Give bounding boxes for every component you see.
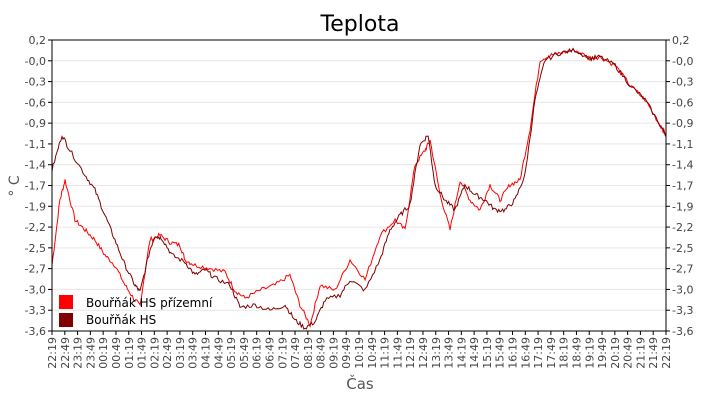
x-tick-label: 07:49 [289,337,302,369]
x-tick-label: 04:49 [212,337,225,369]
x-tick-label: 01:49 [136,337,149,369]
x-tick-label: 10:49 [366,337,379,369]
y-tick-label: -0,3 [25,76,46,89]
x-tick-label: 20:49 [622,337,635,369]
x-tick-label: 18:49 [570,337,583,369]
x-tick-label: 15:49 [494,337,507,369]
x-axis-label: Čas [346,374,374,393]
y-tick-label-right: -3,0 [672,283,693,296]
x-tick-label: 14:49 [468,337,481,369]
y-axis-label: ° C [7,175,23,196]
x-tick-label: 01:19 [123,337,136,369]
x-tick-label: 20:19 [609,337,622,369]
x-tick-label: 22:19 [660,337,673,369]
x-tick-label: 21:19 [634,337,647,369]
y-tick-label: -1,1 [25,138,46,151]
y-tick-label: -0,9 [25,117,46,130]
legend-label-series-1: Bouřňák HS přízemní [86,296,213,310]
legend-swatch-series-1 [59,295,73,309]
y-tick-label-right: -1,7 [672,180,693,193]
y-tick-label: -2,7 [25,263,46,276]
y-tick-label-right: -3,3 [672,304,693,317]
y-tick-label-right: -0,6 [672,96,693,109]
x-tick-label: 09:19 [327,337,340,369]
y-tick-label-right: -2,2 [672,221,693,234]
x-tick-label: 11:19 [379,337,392,369]
x-tick-label: 19:19 [583,337,596,369]
x-tick-label: 22:49 [59,337,72,369]
x-tick-label: 03:49 [187,337,200,369]
y-tick-label-right: -2,7 [672,263,693,276]
x-tick-label: 05:49 [238,337,251,369]
x-tick-label: 15:19 [481,337,494,369]
x-tick-label: 16:19 [507,337,520,369]
y-tick-label: -3,6 [25,325,46,338]
y-tick-label-right: -1,4 [672,159,693,172]
series-group [51,47,667,330]
chart-title: Teplota [320,12,400,37]
x-tick-label: 23:49 [84,337,97,369]
x-tick-label: 17:49 [545,337,558,369]
x-tick-label: 19:49 [596,337,609,369]
x-tick-label: 06:49 [263,337,276,369]
y-tick-label: -2,5 [25,242,46,255]
series-line-1 [51,47,667,328]
x-tick-label: 16:49 [519,337,532,369]
x-tick-label: 12:49 [417,337,430,369]
y-tick-label-right: 0,2 [672,34,690,47]
y-tick-label-right: -3,6 [672,325,693,338]
x-tick-label: 13:49 [443,337,456,369]
x-tick-label: 18:19 [558,337,571,369]
y-tick-label: -3,3 [25,304,46,317]
y-tick-label-right: -0,3 [672,76,693,89]
y-tick-label: -1,7 [25,180,46,193]
x-tick-label: 11:49 [391,337,404,369]
legend: Bouřňák HS přízemní Bouřňák HS [59,295,213,327]
y-tick-label: -1,9 [25,200,46,213]
x-axis: 22:19 22:49 23:19 23:49 00:19 00:49 01:19 01:49… [46,331,673,369]
x-tick-label: 06:19 [251,337,264,369]
x-tick-label: 10:19 [353,337,366,369]
grid-lines [52,60,666,311]
x-tick-label: 08:49 [315,337,328,369]
x-tick-label: 23:19 [72,337,85,369]
series-line-2 [51,47,667,330]
legend-swatch-series-2 [59,313,73,327]
y-tick-label-right: -0,9 [672,117,693,130]
y-tick-label-right: -0,0 [672,55,693,68]
y-tick-label: -0,0 [25,55,46,68]
x-tick-label: 17:19 [532,337,545,369]
legend-label-series-2: Bouřňák HS [86,313,156,327]
x-tick-label: 02:49 [161,337,174,369]
x-tick-label: 00:49 [110,337,123,369]
x-tick-label: 22:19 [46,337,59,369]
x-tick-label: 09:49 [340,337,353,369]
y-tick-label: 0,2 [29,34,47,47]
x-tick-label: 21:49 [647,337,660,369]
x-tick-label: 03:19 [174,337,187,369]
x-tick-label: 05:19 [225,337,238,369]
y-tick-label: -1,4 [25,159,46,172]
y-tick-label: -3,0 [25,283,46,296]
x-tick-label: 04:19 [200,337,213,369]
y-tick-label: -0,6 [25,96,46,109]
x-tick-label: 14:19 [455,337,468,369]
y-tick-label-right: -2,5 [672,242,693,255]
y-tick-label-right: -1,1 [672,138,693,151]
x-tick-label: 00:19 [97,337,110,369]
y-axis: 0,2 0,2 -0,0 -0,0 -0,3 -0,3 -0,6 -0,6 -0,9 -0,9 -1… [25,34,694,338]
y-tick-label: -2,2 [25,221,46,234]
x-tick-label: 02:19 [148,337,161,369]
x-tick-label: 12:19 [404,337,417,369]
x-tick-label: 08:19 [302,337,315,369]
x-tick-label: 07:19 [276,337,289,369]
x-tick-label: 13:19 [430,337,443,369]
y-tick-label-right: -1,9 [672,200,693,213]
